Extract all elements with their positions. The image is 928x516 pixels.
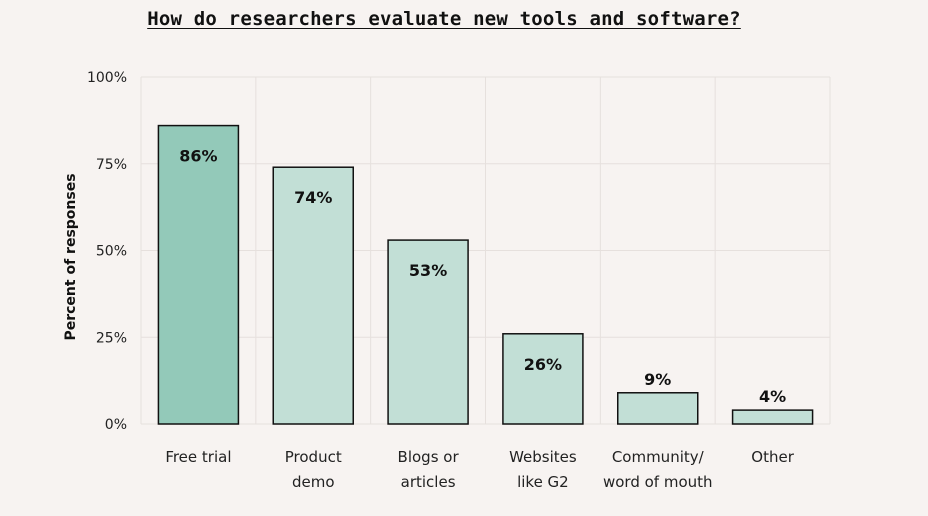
x-tick-label: Community/ bbox=[612, 448, 705, 466]
x-tick-label: demo bbox=[292, 473, 335, 491]
x-tick-label: like G2 bbox=[517, 473, 569, 491]
y-tick-label: 25% bbox=[96, 330, 127, 346]
data-label: 86% bbox=[179, 147, 217, 166]
x-tick-labels: Free trial Product demo Blogs or articles Web… bbox=[165, 448, 794, 491]
x-tick-label: Blogs or bbox=[398, 448, 460, 466]
y-tick-label: 50% bbox=[96, 244, 127, 260]
bars bbox=[157, 124, 814, 425]
data-label: 9% bbox=[644, 370, 671, 389]
x-tick-label: Free trial bbox=[165, 448, 231, 466]
bar bbox=[617, 392, 699, 425]
y-tick-label: 100% bbox=[87, 70, 127, 86]
bar bbox=[502, 333, 584, 425]
data-label: 4% bbox=[759, 387, 786, 406]
chart-title: How do researchers evaluate new tools an… bbox=[147, 8, 741, 30]
bar bbox=[731, 409, 814, 425]
y-tick-labels: 0% 25% 50% 75% 100% bbox=[87, 70, 127, 433]
y-axis-label: Percent of responses bbox=[63, 173, 79, 340]
x-tick-label: articles bbox=[401, 473, 456, 491]
x-tick-label: Product bbox=[285, 448, 342, 466]
bar bbox=[157, 124, 240, 425]
x-tick-label: Other bbox=[751, 448, 794, 466]
bar bbox=[387, 239, 469, 425]
data-label: 53% bbox=[409, 261, 447, 280]
data-label: 74% bbox=[294, 188, 332, 207]
x-tick-label: Websites bbox=[509, 448, 577, 466]
grid-lines bbox=[140, 76, 831, 425]
data-labels: 86% 74% 53% 26% 9% 4% bbox=[179, 147, 786, 407]
bar bbox=[272, 166, 354, 425]
x-tick-label: word of mouth bbox=[603, 473, 713, 491]
data-label: 26% bbox=[524, 355, 562, 374]
y-tick-label: 0% bbox=[105, 417, 127, 433]
y-tick-label: 75% bbox=[96, 157, 127, 173]
